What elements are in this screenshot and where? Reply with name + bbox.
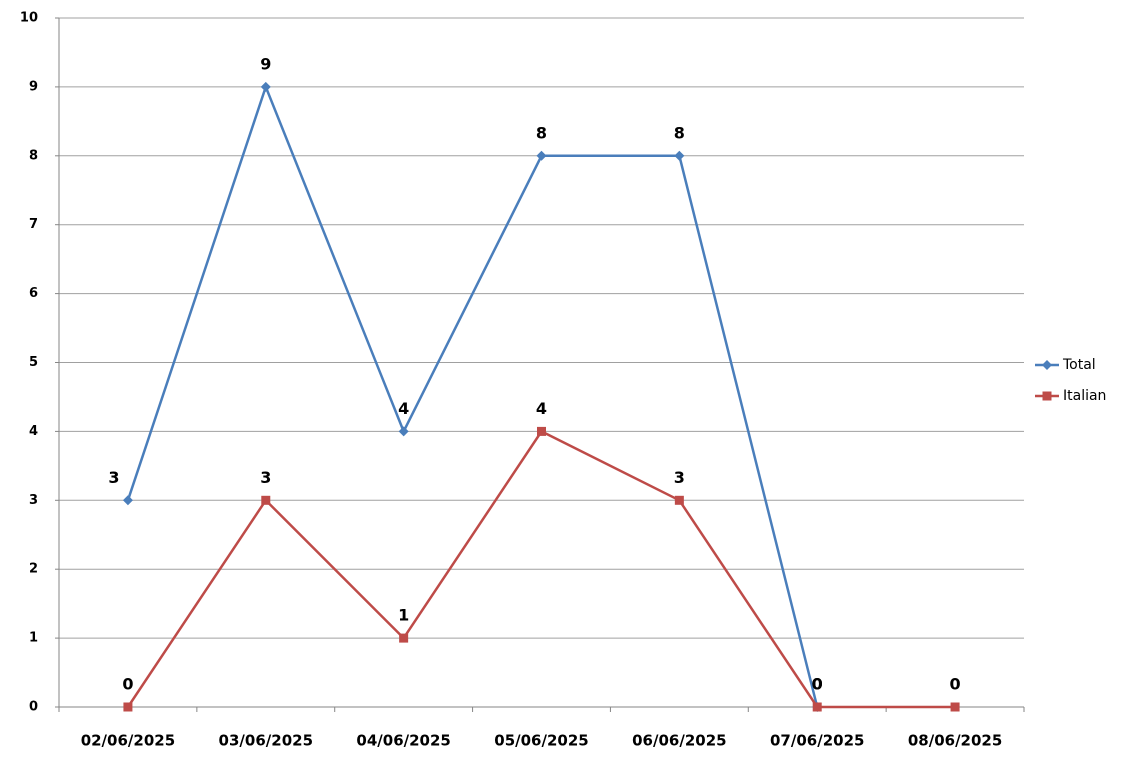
point-marker bbox=[260, 81, 271, 92]
y-tick-label: 9 bbox=[29, 79, 38, 94]
series-line bbox=[126, 83, 819, 708]
y-tick-label: 10 bbox=[20, 11, 38, 26]
point-marker bbox=[399, 633, 409, 643]
data-label: 0 bbox=[122, 675, 133, 694]
y-tick-label: 8 bbox=[29, 148, 38, 163]
data-label: 0 bbox=[812, 675, 823, 694]
point-marker bbox=[123, 702, 133, 712]
legend-label: Italian bbox=[1063, 388, 1106, 404]
point-marker bbox=[950, 702, 960, 712]
y-tick-label: 2 bbox=[29, 562, 38, 577]
point-marker bbox=[812, 702, 822, 712]
x-tick-label: 03/06/2025 bbox=[219, 732, 313, 750]
legend-label: Total bbox=[1062, 357, 1096, 373]
data-label: 1 bbox=[398, 606, 409, 625]
data-label: 3 bbox=[260, 468, 271, 487]
data-label: 4 bbox=[398, 399, 409, 418]
point-marker bbox=[398, 426, 409, 437]
x-tick-label: 04/06/2025 bbox=[356, 732, 450, 750]
point-marker bbox=[674, 150, 685, 161]
y-tick-label: 4 bbox=[29, 424, 38, 439]
data-label: 8 bbox=[536, 123, 547, 142]
y-tick-label: 1 bbox=[29, 631, 38, 646]
x-tick-label: 07/06/2025 bbox=[770, 732, 864, 750]
data-label: 0 bbox=[950, 675, 961, 694]
data-label: 9 bbox=[260, 54, 271, 73]
legend-marker bbox=[1042, 360, 1052, 370]
y-tick-label: 0 bbox=[29, 700, 38, 715]
y-tick-label: 5 bbox=[29, 355, 38, 370]
data-label: 0 bbox=[812, 675, 823, 694]
data-label: 8 bbox=[674, 123, 685, 142]
y-tick-label: 7 bbox=[29, 217, 38, 232]
point-marker bbox=[261, 495, 271, 505]
y-tick-label: 3 bbox=[29, 493, 38, 508]
x-tick-label: 06/06/2025 bbox=[632, 732, 726, 750]
x-tick-label: 08/06/2025 bbox=[908, 732, 1002, 750]
legend-marker bbox=[1042, 391, 1052, 401]
x-tick-label: 02/06/2025 bbox=[81, 732, 175, 750]
x-tick-label: 05/06/2025 bbox=[494, 732, 588, 750]
data-label: 3 bbox=[108, 468, 119, 487]
data-label: 4 bbox=[536, 399, 547, 418]
point-marker bbox=[122, 495, 133, 506]
point-marker bbox=[536, 150, 547, 161]
data-label: 3 bbox=[674, 468, 685, 487]
point-marker bbox=[674, 495, 684, 505]
point-marker bbox=[537, 426, 546, 436]
y-tick-label: 6 bbox=[29, 286, 38, 301]
